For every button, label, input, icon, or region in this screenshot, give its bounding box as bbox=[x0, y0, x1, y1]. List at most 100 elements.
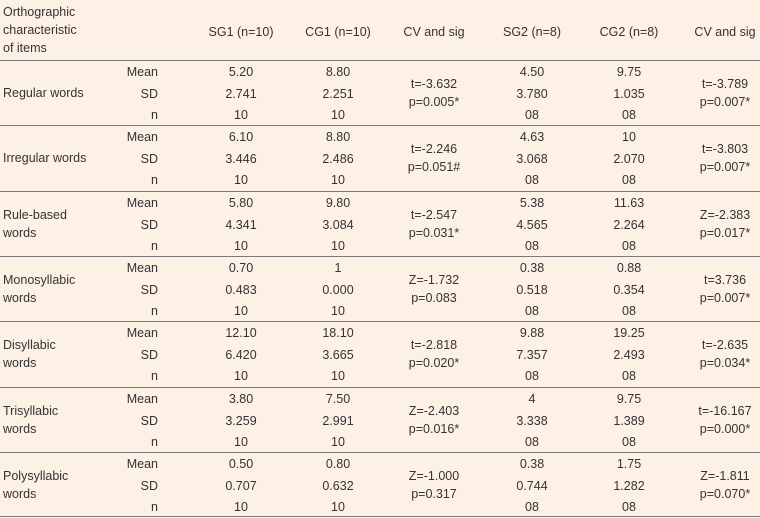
row-divider bbox=[0, 191, 760, 192]
cell-cg2: 08 bbox=[622, 369, 636, 383]
stat-label: Mean bbox=[126, 392, 158, 406]
cell-sg2: 08 bbox=[525, 173, 539, 187]
row-label: Regular words bbox=[3, 86, 84, 100]
cell-cv2: t=-2.635 bbox=[701, 338, 749, 352]
table-row-group: Rule-based words Mean SD n 5.80 4.341 10 9.80 3.0… bbox=[0, 192, 760, 257]
cell-cg1: 3.665 bbox=[322, 348, 354, 362]
cell-cg2: 08 bbox=[622, 108, 636, 122]
row-label: Rule-based bbox=[3, 208, 67, 222]
stat-label: SD bbox=[140, 348, 158, 362]
cell-sg1: 0.707 bbox=[225, 479, 257, 493]
header-item-line-3: of items bbox=[3, 41, 47, 55]
cell-sg2: 5.38 bbox=[519, 196, 545, 210]
header-col-sg1: SG1 (n=10) bbox=[208, 25, 274, 39]
cell-sg2: 4.50 bbox=[519, 65, 545, 79]
cell-cg2: 11.63 bbox=[613, 196, 645, 210]
cell-sg2: 08 bbox=[525, 369, 539, 383]
row-label: words bbox=[3, 291, 37, 305]
cell-cg1: 10 bbox=[331, 239, 345, 253]
cell-cg1: 0.000 bbox=[322, 283, 354, 297]
header-col-sg2: SG2 (n=8) bbox=[502, 25, 562, 39]
table-row-group: Disyllabic words Mean SD n 12.10 6.420 10 18.10 3… bbox=[0, 322, 760, 387]
row-label: words bbox=[3, 226, 37, 240]
cell-cv1: t=-2.246 bbox=[410, 142, 458, 156]
cell-sg1: 10 bbox=[234, 239, 248, 253]
cell-sg1: 0.70 bbox=[228, 261, 254, 275]
cell-cv2: p=0.007* bbox=[699, 291, 751, 305]
cell-sg1: 10 bbox=[234, 173, 248, 187]
row-divider bbox=[0, 321, 760, 322]
row-label: Monosyllabic bbox=[3, 273, 76, 287]
cell-sg1: 0.483 bbox=[225, 283, 257, 297]
stat-label: Mean bbox=[126, 65, 158, 79]
cell-cv1: Z=-2.403 bbox=[408, 404, 460, 418]
row-divider bbox=[0, 125, 760, 126]
row-label: words bbox=[3, 356, 37, 370]
cell-cv2: t=-3.789 bbox=[701, 77, 749, 91]
cell-sg2: 08 bbox=[525, 304, 539, 318]
cell-cg1: 10 bbox=[331, 435, 345, 449]
cell-cg1: 8.80 bbox=[325, 65, 351, 79]
header-col-cv2: CV and sig bbox=[694, 25, 756, 39]
cell-cg2: 9.75 bbox=[616, 65, 642, 79]
cell-cg1: 18.10 bbox=[322, 326, 354, 340]
row-label: Disyllabic bbox=[3, 338, 56, 352]
cell-cv2: Z=-1.811 bbox=[700, 469, 750, 483]
stat-label: Mean bbox=[126, 261, 158, 275]
cell-cg1: 1 bbox=[334, 261, 342, 275]
cell-cv1: p=0.083 bbox=[411, 291, 457, 305]
cell-sg2: 3.068 bbox=[516, 152, 548, 166]
cell-sg2: 7.357 bbox=[516, 348, 548, 362]
cell-sg2: 0.38 bbox=[519, 457, 545, 471]
cell-cv2: p=0.017* bbox=[699, 226, 751, 240]
table-row-group: Polysyllabic words Mean SD n 0.50 0.707 10 0.80 0… bbox=[0, 453, 760, 518]
cell-cg1: 10 bbox=[331, 500, 345, 514]
cell-sg2: 08 bbox=[525, 239, 539, 253]
table-row-group: Irregular words Mean SD n 6.10 3.446 10 8.80 2.4… bbox=[0, 126, 760, 191]
cell-sg2: 4.63 bbox=[519, 130, 545, 144]
cell-cg1: 2.991 bbox=[322, 414, 354, 428]
cell-sg1: 10 bbox=[234, 108, 248, 122]
cell-cg1: 8.80 bbox=[325, 130, 351, 144]
stat-label: n bbox=[151, 239, 158, 253]
cell-cg2: 1.035 bbox=[613, 87, 645, 101]
cell-cg1: 3.084 bbox=[322, 218, 354, 232]
cell-cg2: 10 bbox=[622, 130, 636, 144]
cell-cv2: p=0.007* bbox=[699, 160, 751, 174]
cell-sg2: 9.88 bbox=[519, 326, 545, 340]
cell-sg1: 4.341 bbox=[225, 218, 257, 232]
cell-sg2: 08 bbox=[525, 108, 539, 122]
cell-cv2: Z=-2.383 bbox=[699, 208, 751, 222]
cell-sg1: 5.20 bbox=[228, 65, 254, 79]
cell-cg1: 10 bbox=[331, 173, 345, 187]
stat-label: n bbox=[151, 173, 158, 187]
cell-sg1: 6.10 bbox=[228, 130, 254, 144]
cell-sg2: 0.518 bbox=[516, 283, 548, 297]
cell-sg1: 3.80 bbox=[228, 392, 254, 406]
stat-label: n bbox=[151, 108, 158, 122]
table-row-group: Monosyllabic words Mean SD n 0.70 0.483 10 1 0.00… bbox=[0, 257, 760, 322]
cell-cg2: 08 bbox=[622, 500, 636, 514]
row-label: words bbox=[3, 422, 37, 436]
cell-cv2: p=0.007* bbox=[699, 95, 751, 109]
cell-sg1: 10 bbox=[234, 369, 248, 383]
cell-cg2: 1.75 bbox=[616, 457, 642, 471]
cell-cg2: 08 bbox=[622, 173, 636, 187]
cell-cv2: p=0.070* bbox=[699, 487, 751, 501]
cell-cv1: p=0.317 bbox=[411, 487, 457, 501]
cell-sg2: 08 bbox=[525, 500, 539, 514]
cell-cg1: 10 bbox=[331, 108, 345, 122]
cell-cg1: 0.632 bbox=[322, 479, 354, 493]
header-col-cv1: CV and sig bbox=[403, 25, 465, 39]
cell-cv1: Z=-1.732 bbox=[408, 273, 460, 287]
cell-sg1: 2.741 bbox=[225, 87, 257, 101]
table-row-group: Trisyllabic words Mean SD n 3.80 3.259 10 7.50 2.… bbox=[0, 388, 760, 453]
cell-sg2: 4 bbox=[528, 392, 536, 406]
cell-sg2: 08 bbox=[525, 435, 539, 449]
cell-cg2: 9.75 bbox=[616, 392, 642, 406]
cell-sg2: 3.338 bbox=[516, 414, 548, 428]
header-item-line-1: Orthographic bbox=[3, 5, 76, 19]
stat-label: n bbox=[151, 304, 158, 318]
row-label: Polysyllabic bbox=[3, 469, 69, 483]
stat-label: n bbox=[151, 435, 158, 449]
